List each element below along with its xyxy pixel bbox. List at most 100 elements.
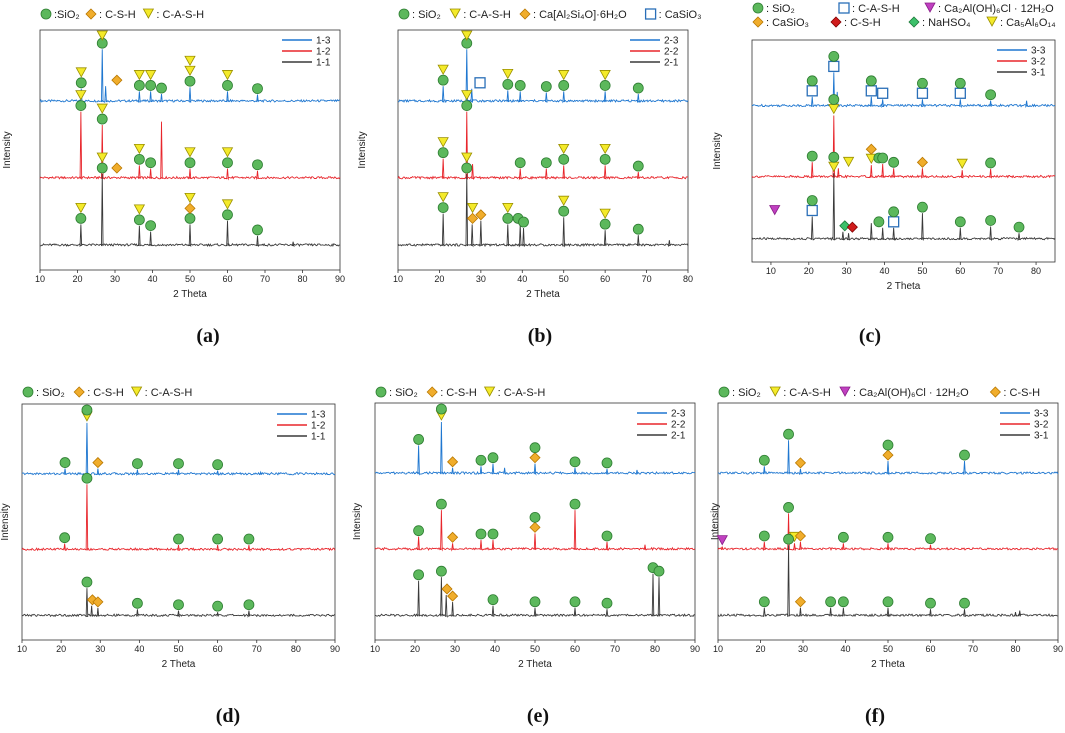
plot-frame	[397, 29, 689, 271]
legend-label: : Ca[Al₂Si₄O]·6H₂O	[533, 9, 627, 21]
x-tick-label: 20	[410, 644, 420, 654]
x-tick-label: 10	[370, 644, 380, 654]
peak-cash-marker	[437, 192, 449, 203]
peak-sio2-marker	[758, 530, 770, 542]
peak-cash-marker	[221, 199, 234, 210]
legend-csh-icon	[519, 8, 531, 20]
peak-sio2-marker	[558, 80, 570, 91]
peak-cash-marker	[461, 90, 473, 101]
peak-sio2-marker	[873, 216, 885, 228]
legend-sio2-icon	[752, 2, 764, 14]
peak-sio2-marker	[145, 80, 157, 91]
legend-cash-icon	[769, 386, 781, 397]
peak-cash-marker	[558, 195, 570, 207]
series-3-3-trace	[752, 72, 1056, 109]
legend-label: : C-A-S-H	[145, 387, 193, 399]
peak-sio2-marker	[806, 195, 818, 206]
peak-cas-marker	[828, 60, 840, 73]
peak-sio2-marker	[828, 51, 840, 62]
peak-sio2-marker	[882, 439, 894, 451]
x-tick-label: 20	[755, 644, 765, 654]
peak-sio2-marker	[212, 459, 224, 471]
peak-sio2-marker	[558, 205, 570, 217]
peak-sio2-marker	[413, 434, 425, 445]
series-1-2-trace	[21, 484, 336, 552]
peak-sio2-marker	[435, 565, 447, 577]
legend-cas-icon	[644, 8, 657, 20]
panel-caption: (c)	[859, 325, 881, 347]
peak-cash-marker	[558, 143, 570, 155]
legend-label: : CaSiO₃	[766, 17, 809, 29]
peak-sio2-marker	[59, 532, 71, 544]
peak-cash-marker	[96, 30, 108, 41]
legend-label: : SiO₂	[412, 9, 441, 21]
x-axis-label: 2 Theta	[887, 281, 921, 292]
series-legend-label: 1-2	[316, 47, 331, 58]
chart-panel-a: 10 20 30 40 50 60 70 80 90 2 Theta Intensity:SiO₂:…	[2, 8, 345, 347]
peak-sio2-marker	[540, 81, 552, 92]
peak-csh-marker	[794, 596, 807, 608]
peak-cash-marker	[75, 202, 87, 214]
peak-cash-marker	[828, 104, 840, 115]
peak-sio2-marker	[96, 113, 108, 125]
series-2-2-trace	[397, 111, 688, 181]
peak-sio2-marker	[502, 212, 514, 224]
peak-sio2-marker	[599, 80, 611, 91]
peak-sio2-marker	[96, 162, 108, 174]
x-tick-label: 90	[335, 274, 345, 284]
series-2-1-trace	[397, 173, 689, 248]
peak-sio2-marker	[133, 214, 145, 226]
legend-label: : C-A-S-H	[852, 3, 900, 15]
series-legend: 1-31-21-1	[282, 36, 331, 69]
peak-sio2-marker	[985, 157, 997, 169]
peak-sio2-marker	[75, 77, 87, 89]
peak-red-marker	[846, 221, 858, 233]
x-tick-label: 10	[393, 274, 403, 284]
peak-sio2-marker	[653, 565, 665, 577]
peak-sio2-marker	[783, 428, 794, 440]
y-axis-label: Intensity	[357, 131, 368, 168]
peak-sio2-marker	[558, 153, 570, 165]
x-axis-label: 2 Theta	[173, 289, 207, 300]
series-legend-label: 2-2	[671, 420, 686, 431]
legend-cas-icon	[838, 2, 850, 14]
x-axis-label: 2 Theta	[518, 659, 552, 670]
peak-sio2-marker	[529, 442, 541, 454]
x-tick-label: 20	[434, 274, 444, 284]
peak-sio2-marker	[865, 75, 877, 87]
x-tick-label: 90	[1053, 644, 1063, 654]
peak-cash-marker	[461, 152, 473, 163]
peak-sio2-marker	[502, 78, 514, 90]
x-tick-label: 20	[804, 266, 814, 276]
legend-label: : C-S-H	[99, 9, 136, 21]
peak-csh-marker	[111, 162, 123, 174]
x-tick-label: 70	[642, 274, 652, 284]
series-1-1-trace	[21, 588, 336, 618]
peak-nahso4-marker	[839, 220, 851, 232]
peak-cash-marker	[461, 30, 473, 41]
peak-csh-marker	[111, 74, 123, 86]
x-tick-label: 70	[610, 644, 620, 654]
peak-sio2-marker	[825, 596, 837, 608]
peak-csh-marker	[865, 143, 877, 155]
peak-sio2-marker	[475, 454, 487, 466]
peak-cash-marker	[75, 90, 87, 101]
peak-cas-marker	[877, 87, 889, 99]
peak-sio2-marker	[758, 454, 770, 466]
peak-sio2-marker	[413, 569, 425, 581]
peak-cash-marker	[221, 147, 234, 158]
peak-sio2-marker	[173, 458, 184, 470]
peak-sio2-marker	[173, 599, 184, 611]
x-tick-label: 30	[110, 274, 120, 284]
peak-sio2-marker	[81, 472, 93, 484]
x-tick-label: 30	[842, 266, 852, 276]
peak-sio2-marker	[806, 75, 818, 87]
peak-sio2-marker	[461, 162, 473, 174]
x-tick-label: 50	[173, 644, 183, 654]
peak-sio2-marker	[243, 533, 255, 545]
peak-sio2-marker	[569, 498, 581, 510]
x-tick-label: 60	[925, 644, 935, 654]
x-tick-label: 80	[650, 644, 660, 654]
peak-sio2-marker	[252, 159, 263, 171]
